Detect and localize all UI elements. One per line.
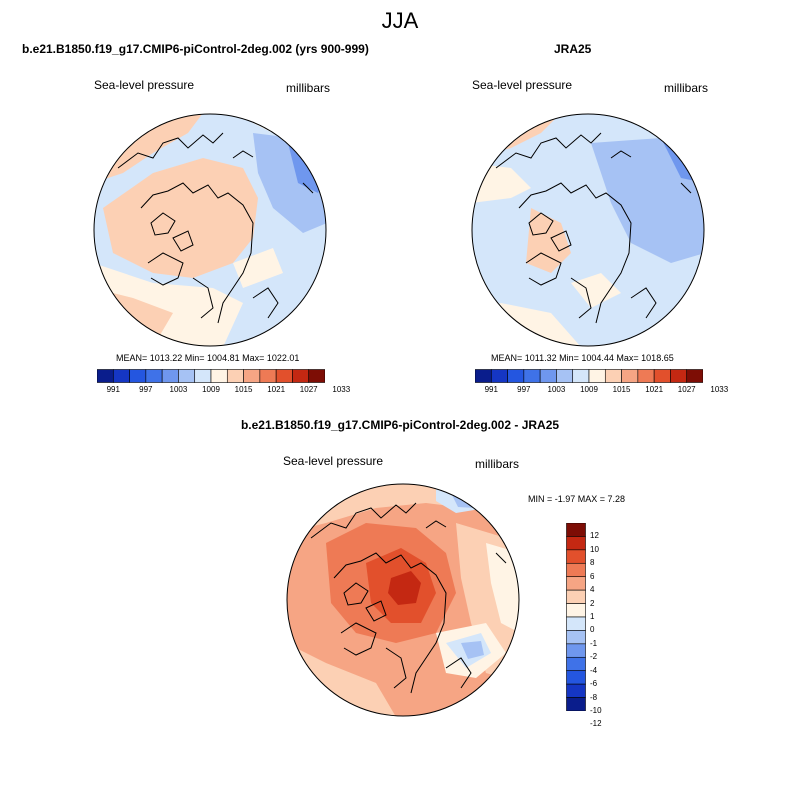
diff-colorbar-swatch xyxy=(566,670,586,685)
model-colorbar-tick-label: 997 xyxy=(139,385,153,394)
season-title: JJA xyxy=(381,8,419,33)
diff-colorbar-tick-label: 6 xyxy=(590,571,595,581)
diff-colorbar-swatch xyxy=(566,536,586,551)
model-colorbar-swatch xyxy=(161,369,179,383)
model-colorbar-swatch xyxy=(210,369,228,383)
model-polar-map xyxy=(93,113,327,347)
model-colorbar-tick-label: 1015 xyxy=(234,385,253,394)
obs-variable-label: Sea-level pressure xyxy=(472,78,573,92)
diff-colorbar-swatch xyxy=(566,697,586,711)
model-colorbar-tick-label: 1033 xyxy=(332,385,351,394)
model-colorbar-swatch xyxy=(97,369,114,383)
model-colorbar-tick-label: 1003 xyxy=(169,385,188,394)
model-colorbar-swatch xyxy=(259,369,277,383)
diff-colorbar-tick-label: 4 xyxy=(590,585,595,595)
obs-colorbar-swatch xyxy=(604,369,622,383)
diff-polar-map xyxy=(286,483,520,717)
diff-variable-label: Sea-level pressure xyxy=(283,454,384,468)
obs-colorbar-tick-label: 997 xyxy=(517,385,531,394)
diff-colorbar-tick-label: -4 xyxy=(590,665,598,675)
diff-colorbar-swatch xyxy=(566,562,586,578)
obs-colorbar-ticks: 991 997 1003 1009 1015 1021 1027 1033 xyxy=(475,385,729,397)
model-colorbar-tick-label: 1009 xyxy=(202,385,220,394)
model-colorbar-swatch xyxy=(275,369,293,383)
diff-colorbar-swatch xyxy=(566,549,586,564)
obs-colorbar-tick-label: 1009 xyxy=(580,385,598,394)
diff-colorbar-swatch xyxy=(566,589,586,604)
obs-panel-title: JRA25 xyxy=(554,42,592,56)
diff-colorbar-swatch xyxy=(566,656,586,672)
diff-colorbar-tick-label: -6 xyxy=(590,679,598,689)
obs-colorbar-swatch xyxy=(475,369,492,383)
diff-colorbar-tick-label: -8 xyxy=(590,692,598,702)
model-units-label: millibars xyxy=(286,81,331,95)
diff-colorbar xyxy=(566,523,586,711)
obs-colorbar-swatch xyxy=(621,369,639,383)
obs-colorbar-tick-label: 991 xyxy=(484,385,498,394)
obs-colorbar xyxy=(475,369,703,383)
obs-colorbar-tick-label: 1033 xyxy=(710,385,729,394)
model-variable-label: Sea-level pressure xyxy=(94,78,195,92)
obs-colorbar-swatch xyxy=(507,369,525,383)
diff-colorbar-ticks: 12 10 8 6 4 2 1 0 -1 -2 -4 -6 -8 -10 -12 xyxy=(590,523,630,728)
model-colorbar-swatch xyxy=(129,369,147,383)
model-colorbar-swatch xyxy=(308,369,325,383)
obs-colorbar-swatch xyxy=(653,369,671,383)
obs-polar-map xyxy=(471,113,705,347)
model-colorbar-ticks: 991 997 1003 1009 1015 1021 1027 1033 xyxy=(97,385,351,397)
diff-colorbar-tick-label: -10 xyxy=(590,706,602,715)
diff-colorbar-swatch xyxy=(566,683,586,698)
diff-colorbar-tick-label: 12 xyxy=(590,531,599,541)
obs-colorbar-swatch xyxy=(572,369,590,383)
diff-colorbar-swatch xyxy=(566,523,586,537)
diff-colorbar-swatch xyxy=(566,576,586,591)
model-colorbar-tick-label: 1027 xyxy=(299,385,318,394)
model-stats: MEAN= 1013.22 Min= 1004.81 Max= 1022.01 xyxy=(116,353,300,363)
obs-colorbar-swatch xyxy=(490,369,508,383)
obs-colorbar-swatch xyxy=(539,369,557,383)
diff-colorbar-tick-label: -1 xyxy=(590,638,598,648)
obs-colorbar-tick-label: 1027 xyxy=(677,385,696,394)
model-colorbar-swatch xyxy=(178,369,196,383)
diff-panel-title: b.e21.B1850.f19_g17.CMIP6-piControl-2deg… xyxy=(240,418,560,432)
obs-colorbar-swatch xyxy=(686,369,703,383)
obs-colorbar-swatch xyxy=(556,369,574,383)
diff-colorbar-tick-label: 0 xyxy=(590,625,595,635)
obs-stats: MEAN= 1011.32 Min= 1004.44 Max= 1018.65 xyxy=(491,353,674,363)
obs-colorbar-tick-label: 1021 xyxy=(645,385,664,394)
model-colorbar-swatch xyxy=(292,369,310,383)
model-colorbar xyxy=(97,369,325,383)
model-colorbar-swatch xyxy=(243,369,261,383)
model-colorbar-tick-label: 991 xyxy=(106,385,120,394)
obs-units-label: millibars xyxy=(664,81,709,95)
model-panel-title: b.e21.B1850.f19_g17.CMIP6-piControl-2deg… xyxy=(22,42,369,56)
diff-colorbar-swatch xyxy=(566,616,586,631)
diff-stats: MIN = -1.97 MAX = 7.28 xyxy=(528,494,626,504)
model-colorbar-swatch xyxy=(112,369,130,383)
diff-colorbar-tick-label: -12 xyxy=(590,719,602,729)
diff-colorbar-tick-label: 2 xyxy=(590,598,595,608)
diff-colorbar-swatch xyxy=(566,603,586,618)
diff-colorbar-swatch xyxy=(566,630,586,645)
diff-colorbar-tick-label: 8 xyxy=(590,558,595,568)
obs-colorbar-swatch xyxy=(588,369,606,383)
model-colorbar-swatch xyxy=(145,369,163,383)
diff-colorbar-swatch xyxy=(566,643,586,658)
diff-colorbar-tick-label: 1 xyxy=(590,612,595,621)
obs-colorbar-swatch xyxy=(523,369,541,383)
obs-colorbar-swatch xyxy=(637,369,655,383)
model-colorbar-swatch xyxy=(226,369,244,383)
diff-colorbar-tick-label: -2 xyxy=(590,652,598,662)
model-colorbar-swatch xyxy=(194,369,212,383)
diff-units-label: millibars xyxy=(475,457,520,471)
diff-colorbar-tick-label: 10 xyxy=(590,544,599,554)
obs-colorbar-tick-label: 1015 xyxy=(612,385,631,394)
obs-colorbar-tick-label: 1003 xyxy=(547,385,566,394)
obs-colorbar-swatch xyxy=(670,369,688,383)
model-colorbar-tick-label: 1021 xyxy=(267,385,286,394)
